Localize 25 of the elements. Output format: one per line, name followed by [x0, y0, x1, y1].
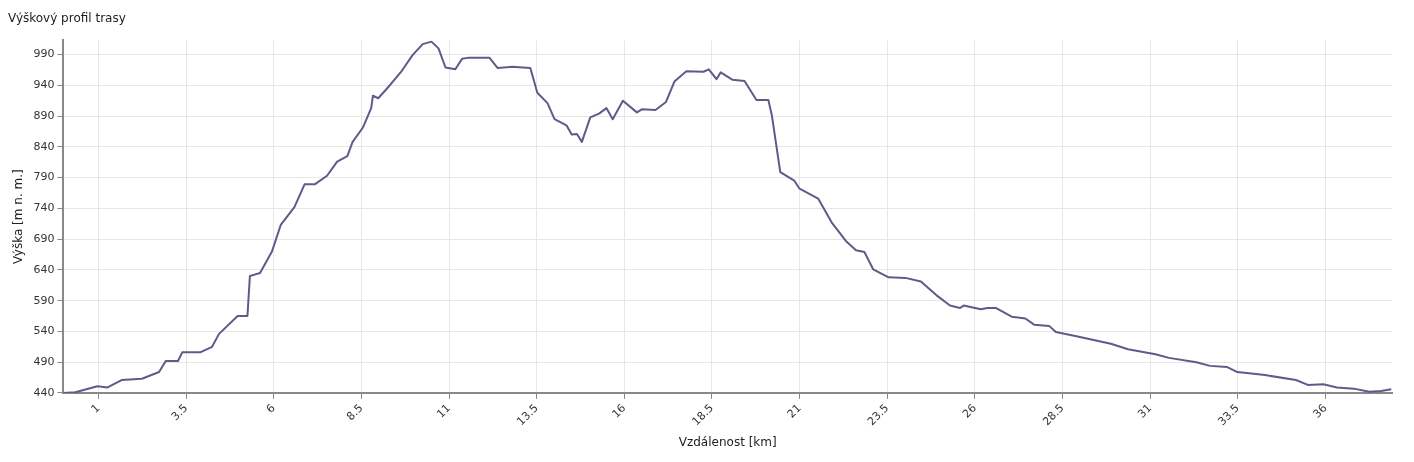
- x-tick-label: 31: [1135, 401, 1155, 421]
- y-tick-label: 890: [33, 108, 55, 122]
- x-tick-label: 6: [263, 401, 278, 416]
- y-axis-title: Výška [m n. m.]: [11, 169, 26, 265]
- x-tick-label: 11: [434, 401, 454, 421]
- y-tick-label: 540: [33, 324, 55, 338]
- x-tick-label: 8.5: [343, 401, 366, 424]
- y-tick-label: 990: [33, 47, 55, 61]
- x-axis-title: Vzdálenost [km]: [678, 434, 777, 449]
- y-tick-label: 440: [33, 385, 55, 399]
- y-tick-label: 790: [33, 170, 55, 184]
- x-tick-label: 16: [609, 401, 629, 421]
- y-tick-label: 690: [33, 231, 55, 245]
- y-tick-label: 590: [33, 293, 55, 307]
- y-tick-label: 640: [33, 262, 55, 276]
- x-tick-label: 1: [88, 401, 103, 416]
- y-tick-label: 490: [33, 355, 55, 369]
- x-tick-label: 21: [784, 401, 804, 421]
- chart-title: Výškový profil trasy: [8, 11, 126, 26]
- y-tick-label: 840: [33, 139, 55, 153]
- y-tick-label: 940: [33, 78, 55, 92]
- x-tick-label: 36: [1310, 401, 1330, 421]
- y-tick-label: 740: [33, 201, 55, 215]
- x-tick-label: 3.5: [168, 401, 191, 424]
- x-tick-label: 26: [959, 401, 979, 421]
